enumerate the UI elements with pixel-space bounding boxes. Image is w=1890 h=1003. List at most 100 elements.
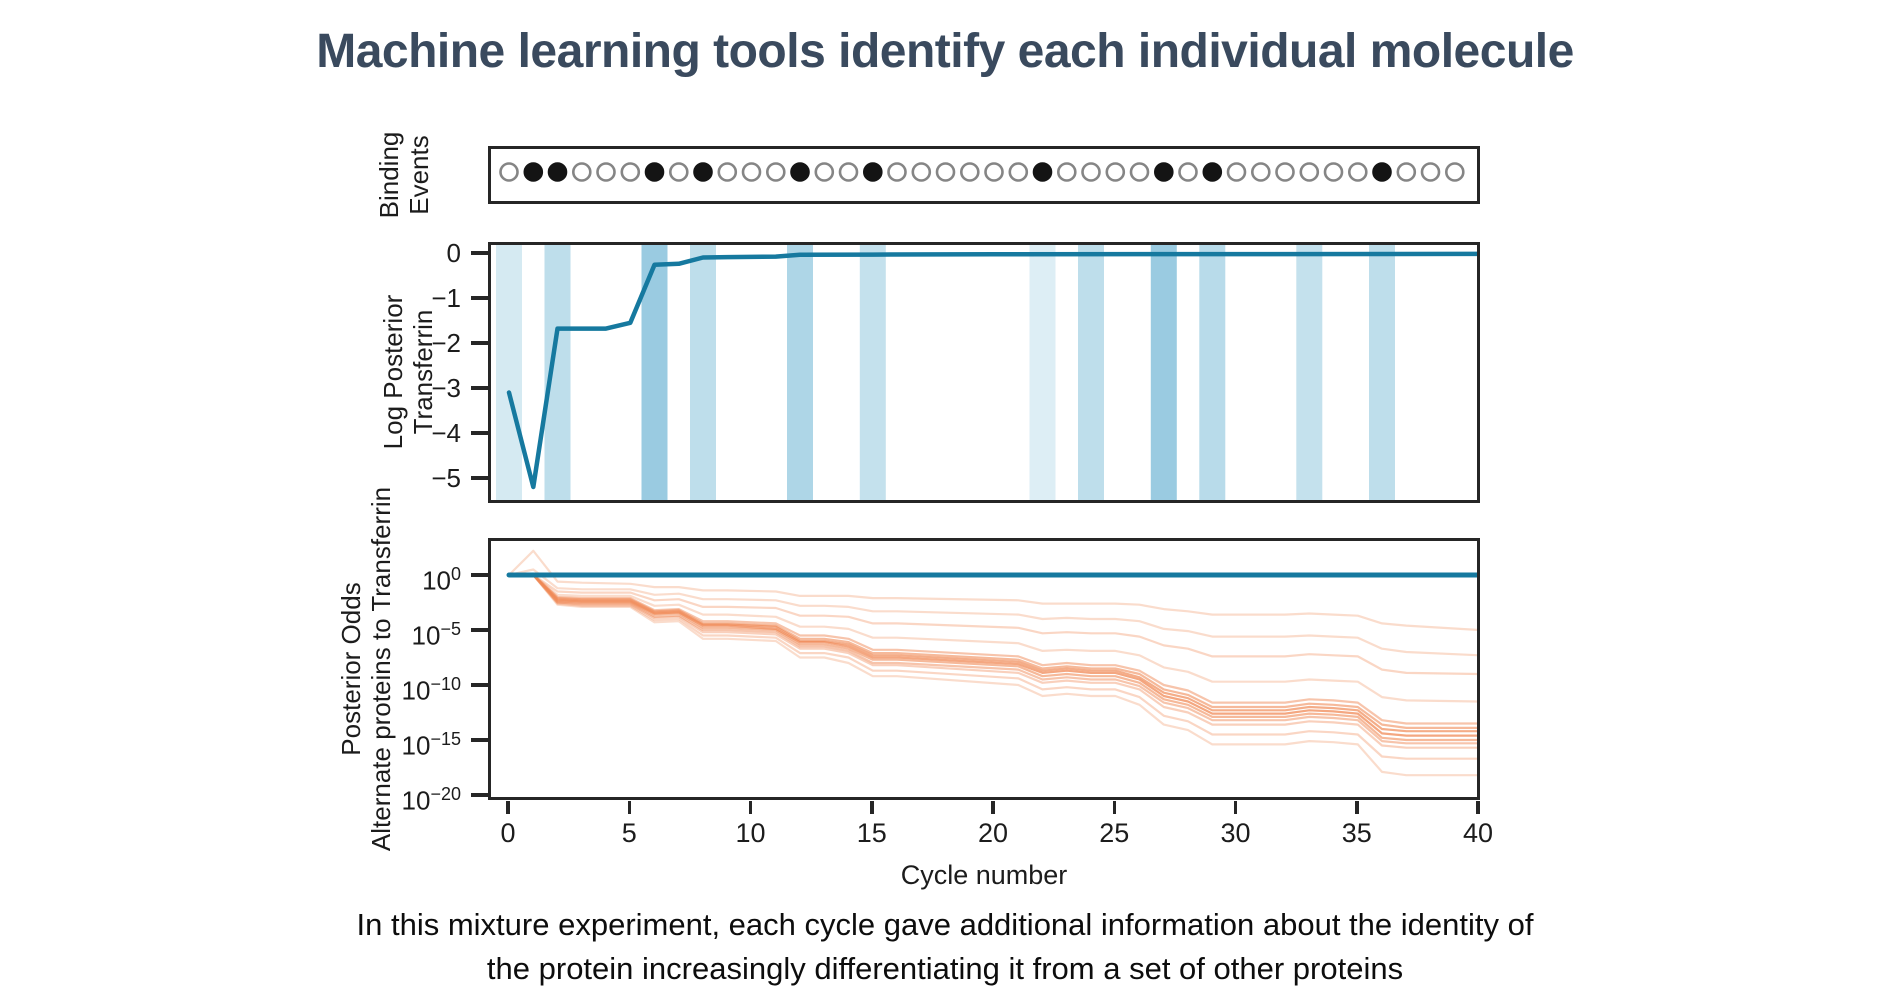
y-tick-label: −5 [431,463,461,493]
binding-event-dot [1299,162,1320,182]
alternate-protein-odds-line [508,568,1477,657]
binding-event-dot [1032,162,1053,182]
y-tick-label: 10−10 [401,674,461,706]
binding-event-dot [1275,162,1295,182]
y-tick-mark [471,573,488,577]
x-tick-mark [1233,801,1238,814]
x-tick-mark [870,801,874,814]
binding-event-dot [1153,162,1174,182]
binding-event-dot [1372,162,1392,182]
binding-event-dot [911,162,932,182]
y-tick-label: 10−15 [401,729,461,761]
alternate-protein-odds-line [509,573,1477,703]
y-tick-mark [471,296,488,300]
x-tick-mark [1476,801,1480,814]
binding-events-axis-title: Binding Events [374,132,434,219]
binding-event-dot [1081,162,1101,182]
binding-event-dot [1202,162,1223,182]
event-band [1369,245,1395,500]
binding-event-dot [1444,162,1465,182]
binding-event-dot [620,162,641,182]
y-tick-mark [471,431,488,435]
binding-event-dot [499,162,519,182]
y-tick-label: −1 [431,283,461,313]
alternate-protein-odds-line [508,549,1477,631]
log-posterior-panel [488,242,1480,503]
binding-event-dot [596,162,616,182]
binding-event-dot [1396,162,1417,182]
x-tick-mark [991,801,995,814]
x-tick-mark [748,801,753,814]
binding-event-dot [1250,162,1271,182]
alternate-protein-odds-line [509,573,1477,725]
x-tick-label: 0 [500,818,516,848]
binding-event-dot [669,162,689,182]
y-tick-mark [471,386,488,390]
y-tick-label: −3 [431,373,461,403]
x-tick-mark [627,801,631,814]
x-tick-label: 25 [1099,818,1130,848]
alternate-protein-odds-line [509,573,1477,676]
binding-event-dot [1008,162,1029,182]
binding-event-dot [1226,162,1247,182]
event-band [859,245,886,500]
binding-event-dot [887,162,907,182]
y-tick-mark [471,476,488,480]
posterior-odds-plot [506,549,1477,777]
binding-events-panel [488,146,1480,204]
log-posterior-plot [496,245,1477,500]
x-tick-label: 10 [735,818,766,848]
binding-event-dot [1129,162,1150,182]
event-band [496,245,522,500]
y-tick-mark [471,683,488,687]
event-band [1078,245,1104,500]
alternate-protein-odds-line [509,573,1477,729]
axis-title-line: Binding [374,131,404,219]
caption: In this mixture experiment, each cycle g… [0,903,1890,991]
caption-line: In this mixture experiment, each cycle g… [356,907,1534,942]
binding-event-dot [862,162,883,182]
binding-event-dot [959,162,980,182]
binding-event-dot [790,162,810,182]
binding-event-dot [1323,162,1344,182]
x-axis-title: Cycle number [900,860,1068,890]
x-tick-label: 40 [1462,818,1494,848]
x-tick-mark [506,801,510,814]
event-band [1029,245,1056,500]
alternate-protein-odds-line [509,573,1477,742]
binding-event-dot [838,162,859,182]
event-band [1150,245,1177,500]
y-tick-mark [471,341,488,345]
binding-event-dot [765,162,786,182]
axis-title-line: Posterior Odds [336,582,366,756]
binding-event-dot [741,162,762,182]
y-tick-mark [471,793,488,797]
event-band [544,245,571,500]
binding-event-dot [1347,162,1368,182]
y-tick-label: 0 [446,238,461,268]
x-tick-label: 30 [1220,818,1251,848]
y-tick-label: −2 [431,328,461,358]
page-title: Machine learning tools identify each ind… [316,25,1574,78]
y-tick-label: −4 [431,418,461,448]
binding-events-plot [499,162,1465,182]
x-tick-label: 5 [621,818,637,848]
binding-event-dot [572,162,592,182]
binding-event-dot [717,162,738,182]
event-band [1296,245,1323,500]
binding-event-dot [1178,162,1198,182]
binding-event-dot [1105,162,1126,182]
binding-event-dot [935,162,956,182]
caption-line: the protein increasingly differentiating… [486,951,1404,986]
y-tick-label: 100 [422,564,461,596]
binding-event-dot [984,162,1004,182]
event-band [690,245,716,500]
transferrin-posterior-line [506,251,1477,490]
binding-event-dot [1420,162,1441,182]
binding-event-dot [693,162,713,182]
alternate-protein-odds-line [509,573,1477,760]
x-tick-mark [1112,801,1116,814]
alternate-protein-odds-line [509,573,1477,733]
x-tick-label: 20 [977,818,1009,848]
